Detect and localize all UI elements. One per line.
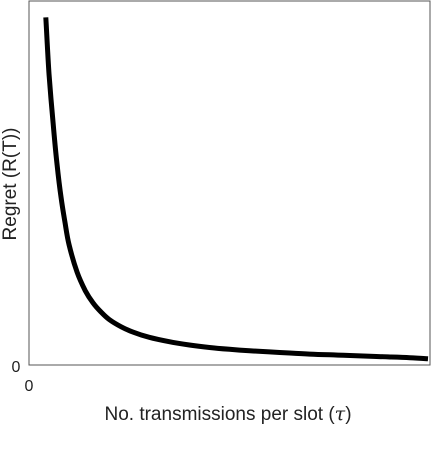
plot-frame xyxy=(28,0,431,366)
y-axis-label: Regret (R(T)) xyxy=(0,128,21,241)
x-tick-label-0: 0 xyxy=(25,378,34,395)
x-axis-label-prefix: No. transmissions per slot ( xyxy=(104,404,335,425)
x-axis-label-symbol: τ xyxy=(335,403,346,425)
x-axis-label-suffix: ) xyxy=(345,404,351,425)
x-axis-label: No. transmissions per slot (τ) xyxy=(104,403,351,425)
regret-curve xyxy=(43,17,429,362)
y-tick-label-0: 0 xyxy=(12,359,21,376)
